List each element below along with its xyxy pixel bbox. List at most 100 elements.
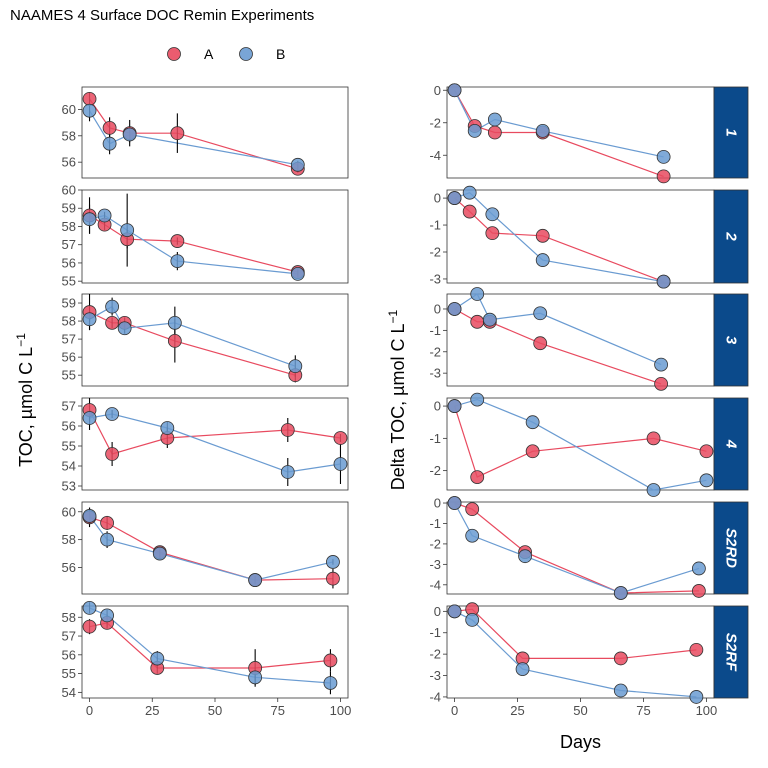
data-point-a (656, 169, 671, 184)
y-tick-label: -1 (429, 516, 441, 531)
data-point-b (333, 457, 348, 471)
y-tick-label: 56 (62, 560, 76, 575)
data-point-a (462, 204, 477, 219)
data-point-b (280, 465, 295, 479)
left-y-axis-title-unit-superscript: −1 (14, 333, 28, 347)
data-point-b (152, 546, 167, 561)
data-point-b (150, 651, 165, 666)
y-tick-label: -4 (429, 148, 441, 163)
y-tick-label: 58 (62, 610, 76, 625)
y-tick-label: 58 (62, 128, 76, 143)
data-point-b (533, 306, 548, 321)
data-point-b (699, 473, 714, 488)
data-point-a (323, 653, 338, 668)
data-point-b (467, 123, 482, 138)
data-point-b (122, 127, 137, 142)
data-point-b (515, 662, 530, 677)
y-tick-label: -3 (429, 271, 441, 286)
data-point-a (100, 516, 114, 530)
data-point-a (170, 126, 185, 141)
data-point-a (105, 315, 120, 330)
y-tick-label: -1 (429, 431, 441, 446)
data-point-b (100, 608, 114, 623)
data-point-b (100, 532, 114, 547)
plot-panels: 56 58 60 0 -2 -4 1 55 56 57 58 59 60 0 -1 -2 -3 2 55 56 57 58… (62, 83, 749, 704)
y-tick-label: 0 (434, 604, 441, 619)
data-point-b (482, 312, 497, 327)
x-tick-label-left: 0 (86, 703, 93, 718)
panel-frame (81, 397, 349, 491)
data-point-a (280, 423, 295, 437)
panel-right-4: 0 -1 -2 4 (429, 392, 749, 497)
data-point-b (105, 299, 120, 314)
data-point-b (485, 207, 500, 222)
panel-left-4: 53 54 55 56 57 (62, 397, 349, 494)
x-tick-label-right: 75 (636, 703, 650, 718)
legend-swatch-a (167, 47, 181, 61)
data-point-b (518, 549, 532, 564)
y-tick-label: 57 (62, 399, 76, 414)
y-tick-label: 58 (62, 532, 76, 547)
y-tick-label: 0 (434, 399, 441, 414)
y-tick-label: -2 (429, 647, 441, 662)
data-point-b (167, 315, 182, 330)
data-point-b (462, 185, 477, 200)
panel-right-1: 0 -2 -4 1 (429, 83, 749, 184)
y-tick-label: -2 (429, 115, 441, 130)
data-point-b (646, 483, 661, 497)
y-tick-label: 56 (62, 647, 76, 662)
data-point-b (465, 528, 480, 543)
y-tick-label: 55 (62, 274, 76, 289)
data-point-b (689, 690, 704, 704)
facet-strip-label: S2RD (723, 528, 740, 568)
y-tick-label: -3 (429, 668, 441, 683)
data-point-b (290, 157, 305, 172)
y-tick-label: 57 (62, 237, 76, 252)
data-point-b (465, 613, 480, 627)
x-axis-title: Days (560, 732, 601, 752)
data-point-a (470, 314, 485, 329)
facet-strip-label: 3 (723, 336, 740, 345)
data-point-b (447, 191, 462, 205)
data-point-b (97, 208, 112, 223)
panel-right-6: 0 -1 -2 -3 -4 S2RF (429, 602, 749, 704)
y-tick-label: -3 (429, 366, 441, 381)
panel-frame (81, 86, 349, 179)
panel-frame (446, 293, 715, 387)
data-point-b (82, 411, 97, 425)
data-point-b (326, 555, 340, 569)
x-tick-label-left: 25 (145, 703, 159, 718)
left-y-axis-title-text: TOC, µmol C L (16, 347, 36, 467)
data-point-b (82, 509, 97, 523)
data-point-b (82, 312, 97, 327)
data-point-b (613, 586, 628, 600)
facet-strip-label: 1 (723, 128, 740, 136)
panel-left-2: 55 56 57 58 59 60 (62, 183, 349, 289)
facet-strip-label: S2RF (723, 633, 740, 672)
data-point-a (487, 125, 502, 140)
data-point-a (470, 470, 485, 484)
y-tick-label: 55 (62, 666, 76, 681)
data-point-a (485, 226, 500, 241)
data-point-b (160, 421, 175, 435)
right-y-axis-title-unit-superscript: −1 (386, 309, 400, 323)
series-line-b (88, 110, 298, 166)
data-point-b (656, 149, 671, 164)
y-tick-label: 0 (434, 191, 441, 206)
data-point-a (102, 120, 117, 135)
legend-label-b: B (276, 46, 285, 62)
data-point-a (170, 234, 185, 248)
y-tick-label: -1 (429, 625, 441, 640)
legend-label-a: A (204, 46, 214, 62)
y-tick-label: 59 (62, 201, 76, 216)
right-y-axis-title-text: Delta TOC, µmol C L (388, 323, 408, 490)
data-point-a (465, 502, 480, 517)
right-y-axis-title: Delta TOC, µmol C L−1 (386, 309, 408, 490)
y-tick-label: 0 (434, 301, 441, 316)
y-tick-label: 0 (434, 83, 441, 98)
data-point-b (170, 254, 185, 269)
y-tick-label: -4 (429, 689, 441, 704)
y-tick-label: 58 (62, 219, 76, 234)
